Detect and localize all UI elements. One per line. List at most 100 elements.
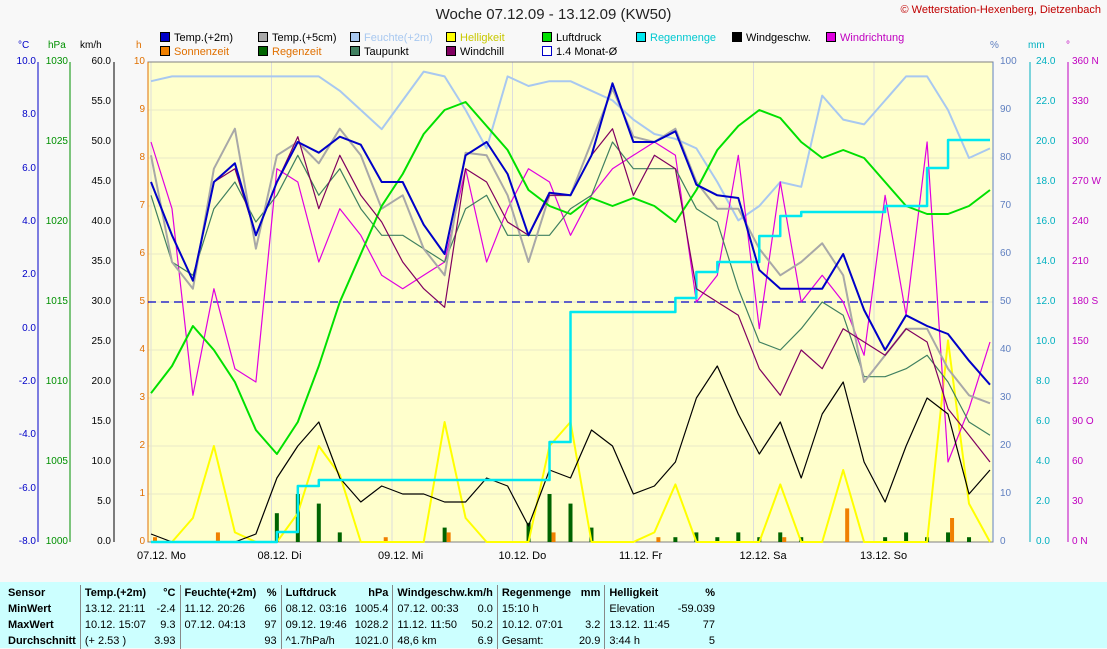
legend-raintime: Regenzeit <box>258 46 322 58</box>
tick-label: -2.0 <box>18 376 36 387</box>
bar-sonnenzeit <box>656 537 661 542</box>
legend-windspeed: Windgeschw. <box>732 32 811 44</box>
stats-cell: 11.12. 11:50 <box>392 617 466 633</box>
bar-sonnenzeit <box>551 532 556 542</box>
tick-label: 24.0 <box>1036 56 1056 67</box>
tick-label: 35.0 <box>91 256 111 267</box>
stats-header-press-unit: hPa <box>368 587 389 599</box>
tick-label: 180 S <box>1072 296 1099 307</box>
stats-cell: Elevation <box>604 601 674 617</box>
tick-label: 7 <box>139 200 145 211</box>
stats-header-hum-unit: % <box>266 587 277 599</box>
tick-label: 80 <box>1000 152 1012 163</box>
stats-cell: 3.93 <box>154 635 176 647</box>
stats-cell: 6.9 <box>477 635 493 647</box>
tick-label: 15.0 <box>91 416 111 427</box>
stats-cell: -2.4 <box>156 603 176 615</box>
tick-label: 20.0 <box>1036 136 1056 147</box>
tick-label: 1025 <box>45 136 68 147</box>
unit-rain: mm <box>1028 40 1045 51</box>
stats-table: Sensor Temp.(+2m) °C Feuchte(+2m) % Luft… <box>4 585 719 649</box>
tick-label: 1 <box>139 488 145 499</box>
tick-label: 10.0 <box>16 56 36 67</box>
tick-label: 10 <box>133 56 145 67</box>
tick-label: 1000 <box>45 536 68 547</box>
stats-cell: 3.2 <box>585 619 601 631</box>
bar-sonnenzeit <box>383 537 388 542</box>
bar-sonnenzeit <box>950 518 955 542</box>
tick-label: 100 <box>1000 56 1017 67</box>
tick-label: -4.0 <box>18 429 36 441</box>
unit-pressure: hPa <box>48 40 66 51</box>
tick-label: 6.0 <box>22 162 36 174</box>
x-tick-label: 11.12. Fr <box>619 550 663 562</box>
tick-label: 1010 <box>45 376 68 387</box>
tick-label: 10.0 <box>91 456 111 467</box>
stats-cell: 13.12. 11:45 <box>604 617 674 633</box>
bar-regenzeit <box>442 527 447 542</box>
tick-label: 4 <box>139 344 145 355</box>
tick-label: 22.0 <box>1036 96 1056 107</box>
legend-humidity: Feuchte(+2m) <box>350 32 433 44</box>
stats-cell: 5 <box>708 635 716 647</box>
x-tick-label: 10.12. Do <box>499 550 547 562</box>
tick-label: 4.0 <box>1036 456 1050 467</box>
tick-label: 60 <box>1072 456 1084 467</box>
stats-cell: ^1.7hPa/h <box>280 633 351 649</box>
legend-winddir: Windrichtung <box>826 32 904 44</box>
tick-label: 18.0 <box>1036 176 1056 187</box>
bar-regenzeit <box>694 532 699 542</box>
series-line-windrichtung <box>150 141 991 463</box>
tick-label: 0.0 <box>22 322 36 334</box>
series-line-regenmenge <box>151 138 990 544</box>
tick-label: 10.0 <box>1036 336 1056 347</box>
tick-label: -6.0 <box>18 482 36 494</box>
unit-temp: °C <box>18 40 30 51</box>
stats-cell <box>179 633 261 649</box>
legend-monthly-avg: 1.4 Monat-Ø <box>542 46 617 58</box>
stats-header-row: Sensor Temp.(+2m) °C Feuchte(+2m) % Luft… <box>4 585 719 601</box>
bar-regenzeit <box>337 532 342 542</box>
stats-row-avg: Durchschnitt (+ 2.53 ) 3.93 93 ^1.7hPa/h… <box>4 633 719 649</box>
tick-label: 6.0 <box>1036 416 1050 427</box>
stats-cell: 15:10 h <box>496 601 575 617</box>
stats-label: MinWert <box>8 603 52 615</box>
tick-label: 9 <box>139 104 145 115</box>
stats-cell: 20.9 <box>578 635 601 647</box>
tick-label: 330 <box>1072 96 1089 107</box>
legend-temp5cm: Temp.(+5cm) <box>258 32 337 44</box>
tick-label: 270 W <box>1072 176 1101 187</box>
tick-label: 30 <box>1000 392 1012 403</box>
tick-label: 70 <box>1000 200 1012 211</box>
stats-cell: 1021.0 <box>354 635 389 647</box>
tick-label: 360 N <box>1072 56 1099 67</box>
stats-label: MaxWert <box>8 619 54 631</box>
x-tick-label: 12.12. Sa <box>740 550 788 562</box>
stats-cell: 07.12. 00:33 <box>392 601 466 617</box>
x-tick-label: 09.12. Mi <box>378 550 423 562</box>
stats-cell: 09.12. 19:46 <box>280 617 351 633</box>
x-tick-label: 08.12. Di <box>258 550 302 562</box>
tick-label: 40.0 <box>91 216 111 227</box>
tick-label: 8.0 <box>1036 376 1050 387</box>
tick-label: 0 <box>139 536 145 547</box>
tick-label: 20 <box>1000 440 1012 451</box>
tick-label: 30.0 <box>91 296 111 307</box>
tick-label: 240 <box>1072 216 1089 227</box>
tick-label: 12.0 <box>1036 296 1056 307</box>
tick-label: 1005 <box>45 456 68 467</box>
stats-header-sensor: Sensor <box>8 587 46 599</box>
tick-label: 2.0 <box>1036 496 1050 507</box>
tick-label: 55.0 <box>91 96 111 107</box>
stats-header-rain: Regenmenge <box>496 585 575 601</box>
tick-label: 8 <box>139 152 145 163</box>
tick-label: 2.0 <box>22 269 36 281</box>
tick-label: 300 <box>1072 136 1089 147</box>
series-line-feuchte-2m <box>150 70 991 222</box>
stats-cell: 1028.2 <box>354 619 389 631</box>
stats-cell: 13.12. 21:11 <box>79 601 151 617</box>
tick-label: 14.0 <box>1036 256 1056 267</box>
tick-label: 25.0 <box>91 336 111 347</box>
tick-label: 60.0 <box>91 56 111 67</box>
tick-label: 0.0 <box>97 536 111 547</box>
